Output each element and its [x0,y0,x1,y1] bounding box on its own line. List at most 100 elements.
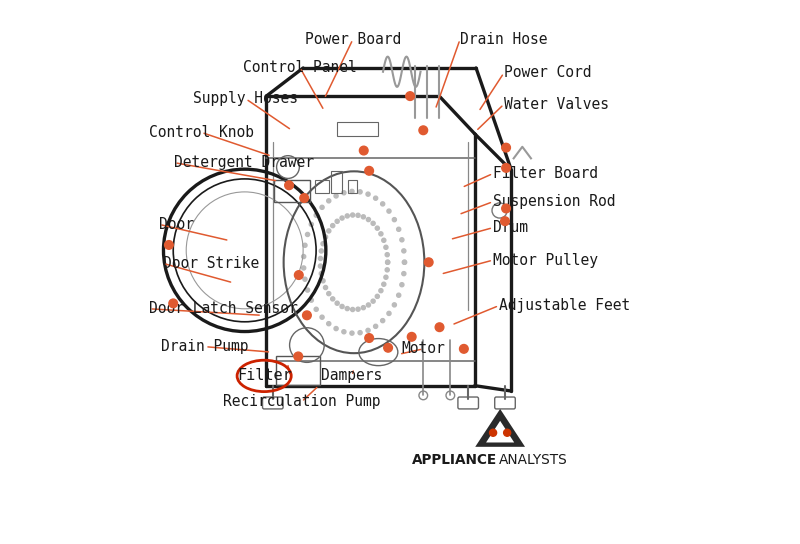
Circle shape [340,305,344,308]
Circle shape [302,311,311,320]
Circle shape [330,224,334,228]
Circle shape [318,264,322,268]
Circle shape [386,260,390,264]
Text: Motor: Motor [402,341,445,356]
Circle shape [374,196,378,200]
Circle shape [501,217,510,226]
Circle shape [350,213,354,217]
Text: Dampers: Dampers [322,368,382,384]
Circle shape [366,303,370,307]
Text: Drain Hose: Drain Hose [460,32,547,47]
Circle shape [502,164,510,172]
Circle shape [362,215,366,219]
Circle shape [366,218,370,221]
Circle shape [346,214,350,218]
Text: Filter: Filter [237,368,291,384]
Circle shape [490,429,497,436]
Circle shape [165,240,174,249]
Circle shape [306,232,310,237]
Circle shape [402,260,406,264]
Circle shape [397,293,401,297]
Text: Control Knob: Control Knob [149,125,254,140]
Circle shape [342,330,346,334]
Circle shape [358,331,362,335]
Circle shape [381,202,385,206]
Circle shape [350,331,354,335]
Circle shape [306,288,310,292]
Circle shape [384,343,393,352]
Circle shape [323,235,328,239]
Circle shape [406,92,414,101]
Circle shape [294,271,303,280]
Text: Water Valves: Water Valves [504,97,609,112]
Circle shape [384,275,388,279]
Polygon shape [475,409,525,447]
Circle shape [340,216,344,220]
Circle shape [342,191,346,195]
Circle shape [402,260,406,264]
Circle shape [392,303,397,307]
Circle shape [502,143,510,152]
Circle shape [314,213,318,217]
Text: Adjustable Feet: Adjustable Feet [499,298,630,313]
Circle shape [318,256,322,261]
Circle shape [326,199,331,203]
Polygon shape [486,421,514,442]
Circle shape [379,289,383,293]
Circle shape [285,181,294,190]
Circle shape [320,205,324,209]
Text: Drain Pump: Drain Pump [162,339,249,354]
Circle shape [402,271,406,276]
Circle shape [359,146,368,155]
Circle shape [335,301,339,305]
Circle shape [334,326,338,331]
Circle shape [350,307,354,312]
Circle shape [326,229,331,233]
Circle shape [419,126,428,134]
Circle shape [350,189,354,194]
Circle shape [371,221,375,225]
Circle shape [379,232,383,236]
Text: Door: Door [159,217,194,232]
Circle shape [319,271,323,276]
Circle shape [384,245,388,249]
Text: Detergent Drawer: Detergent Drawer [174,155,314,170]
Circle shape [375,226,379,230]
Circle shape [385,252,390,257]
Circle shape [310,222,314,226]
Circle shape [366,329,370,332]
Text: Filter Board: Filter Board [493,166,598,181]
Circle shape [385,268,390,272]
Text: APPLIANCE: APPLIANCE [412,453,498,467]
Circle shape [346,306,350,311]
Text: Drum: Drum [493,220,528,235]
Circle shape [326,292,331,296]
Circle shape [365,166,374,175]
Circle shape [335,219,339,224]
Text: Recirculation Pump: Recirculation Pump [222,394,380,410]
Text: Door Latch Sensor: Door Latch Sensor [150,301,298,316]
Circle shape [407,332,416,341]
Circle shape [435,323,444,331]
Circle shape [424,258,433,267]
Text: ANALYSTS: ANALYSTS [498,453,567,467]
Circle shape [366,192,370,196]
Text: Power Board: Power Board [305,32,401,47]
Circle shape [504,429,510,436]
Circle shape [319,249,323,253]
Text: Door Strike: Door Strike [163,256,259,271]
Circle shape [392,218,397,222]
Circle shape [323,286,328,289]
Circle shape [302,255,306,258]
Circle shape [310,298,314,302]
Circle shape [320,315,324,319]
Text: Suspension Rod: Suspension Rod [493,194,615,209]
Circle shape [303,277,307,281]
Circle shape [334,194,338,198]
Circle shape [302,266,306,270]
Text: Power Cord: Power Cord [504,65,591,81]
Circle shape [362,306,366,310]
Text: Supply Hoses: Supply Hoses [194,91,298,106]
Circle shape [397,227,401,231]
Circle shape [402,249,406,253]
